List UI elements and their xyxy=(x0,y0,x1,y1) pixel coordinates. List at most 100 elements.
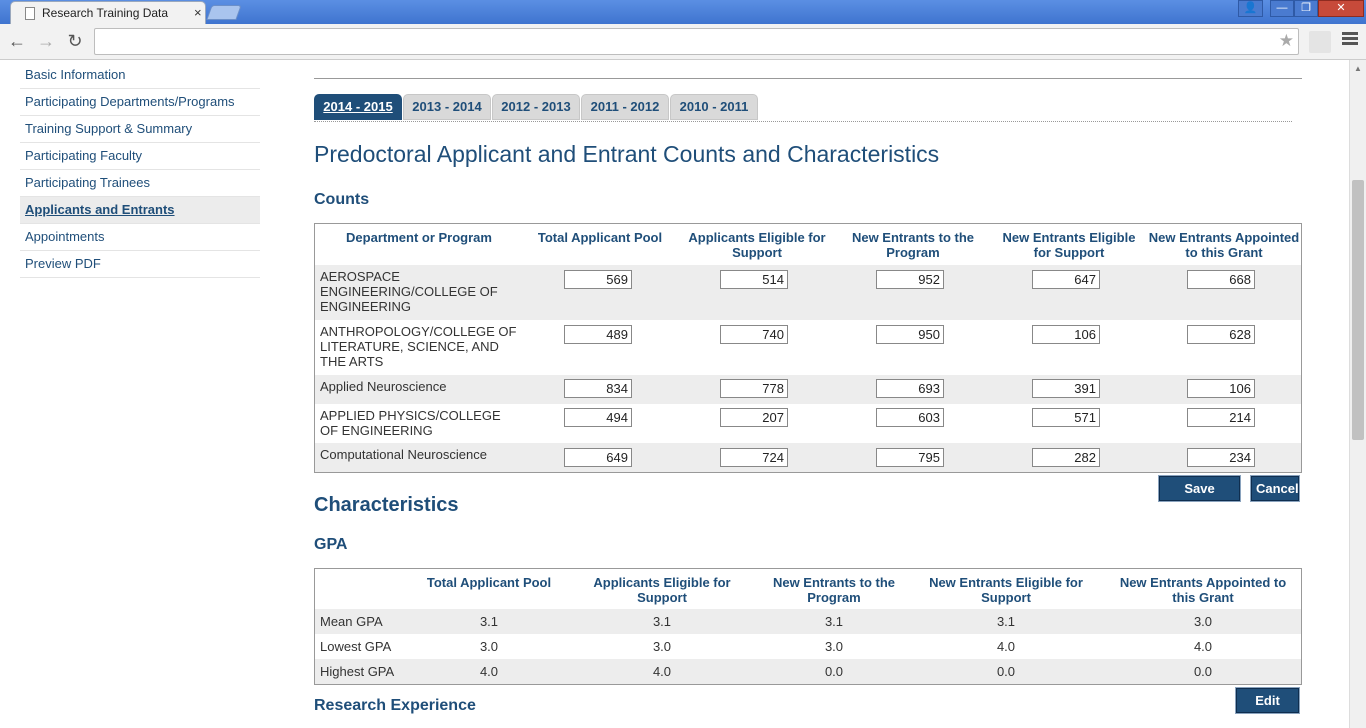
cancel-button[interactable]: Cancel xyxy=(1250,475,1300,502)
total-applicant-pool-input[interactable]: 489 xyxy=(564,325,632,344)
table-row: Lowest GPA 3.0 3.0 3.0 4.0 4.0 xyxy=(315,634,1301,659)
scrollbar-thumb[interactable] xyxy=(1352,180,1364,440)
sidebar-item-participating-trainees[interactable]: Participating Trainees xyxy=(20,170,260,197)
table-row: Computational Neuroscience 649 724 795 2… xyxy=(315,443,1301,472)
gpa-value: 3.0 xyxy=(1193,614,1213,629)
gpa-value: 4.0 xyxy=(479,664,499,679)
new-entrants-eligible-input[interactable]: 282 xyxy=(1032,448,1100,467)
minimize-button[interactable]: — xyxy=(1270,0,1294,17)
new-entrants-input[interactable]: 795 xyxy=(876,448,944,467)
column-header: Department or Program xyxy=(346,230,492,245)
extension-icon[interactable] xyxy=(1309,31,1331,53)
total-applicant-pool-input[interactable]: 569 xyxy=(564,270,632,289)
close-tab-icon[interactable]: × xyxy=(194,5,202,20)
applicants-eligible-input[interactable]: 778 xyxy=(720,379,788,398)
department-name: APPLIED PHYSICS/COLLEGE OF ENGINEERING xyxy=(320,408,501,438)
column-header: Applicants Eligible for Support xyxy=(688,230,826,260)
gpa-row-label: Highest GPA xyxy=(320,664,395,679)
gpa-heading: GPA xyxy=(314,536,348,553)
scroll-up-arrow-icon[interactable]: ▲ xyxy=(1354,64,1362,73)
page-title: Predoctoral Applicant and Entrant Counts… xyxy=(314,141,940,167)
gpa-value: 3.0 xyxy=(824,639,844,654)
close-window-button[interactable]: ✕ xyxy=(1318,0,1364,17)
new-entrants-eligible-input[interactable]: 106 xyxy=(1032,325,1100,344)
sidebar-item-participating-departments[interactable]: Participating Departments/Programs xyxy=(20,89,260,116)
table-row: AEROSPACE ENGINEERING/COLLEGE OF ENGINEE… xyxy=(315,265,1301,320)
new-entrants-eligible-input[interactable]: 647 xyxy=(1032,270,1100,289)
gpa-value: 0.0 xyxy=(996,664,1016,679)
gpa-row-label: Lowest GPA xyxy=(320,639,392,654)
tab-2012-2013[interactable]: 2012 - 2013 xyxy=(492,94,580,120)
column-header: New Entrants to the Program xyxy=(772,575,896,605)
total-applicant-pool-input[interactable]: 834 xyxy=(564,379,632,398)
column-header: New Entrants to the Program xyxy=(851,230,975,260)
sidebar-item-training-support[interactable]: Training Support & Summary xyxy=(20,116,260,143)
column-header: New Entrants Eligible for Support xyxy=(1002,230,1136,260)
gpa-value: 0.0 xyxy=(824,664,844,679)
sidebar-item-basic-information[interactable]: Basic Information xyxy=(20,62,260,89)
tab-2011-2012[interactable]: 2011 - 2012 xyxy=(581,94,669,120)
department-name: ANTHROPOLOGY/COLLEGE OF LITERATURE, SCIE… xyxy=(320,324,517,369)
research-experience-heading: Research Experience xyxy=(314,697,476,714)
forward-arrow-icon[interactable]: → xyxy=(37,31,55,51)
tab-2013-2014[interactable]: 2013 - 2014 xyxy=(403,94,491,120)
new-tab-button[interactable] xyxy=(206,5,242,20)
gpa-table: Total Applicant Pool Applicants Eligible… xyxy=(314,568,1302,685)
tab-2010-2011[interactable]: 2010 - 2011 xyxy=(670,94,758,120)
edit-gpa-button[interactable]: Edit GPA xyxy=(1235,687,1300,728)
gpa-value: 0.0 xyxy=(1193,664,1213,679)
new-entrants-input[interactable]: 603 xyxy=(876,408,944,427)
column-header: Total Applicant Pool xyxy=(426,575,552,590)
department-name: Computational Neuroscience xyxy=(320,447,487,462)
new-entrants-input[interactable]: 693 xyxy=(876,379,944,398)
table-row: Highest GPA 4.0 4.0 0.0 0.0 0.0 xyxy=(315,659,1301,684)
sidebar-item-appointments[interactable]: Appointments xyxy=(20,224,260,251)
new-entrants-appointed-input[interactable]: 234 xyxy=(1187,448,1255,467)
tab-2014-2015[interactable]: 2014 - 2015 xyxy=(314,94,402,120)
table-row: Applied Neuroscience 834 778 693 391 106 xyxy=(315,375,1301,404)
total-applicant-pool-input[interactable]: 494 xyxy=(564,408,632,427)
bookmark-star-icon[interactable]: ★ xyxy=(1278,31,1294,50)
column-header: New Entrants Eligible for Support xyxy=(929,575,1083,605)
applicants-eligible-input[interactable]: 207 xyxy=(720,408,788,427)
browser-titlebar: Research Training Data × 👤 — ❐ ✕ xyxy=(0,0,1366,25)
gpa-value: 3.0 xyxy=(652,639,672,654)
save-counts-button[interactable]: Save Counts xyxy=(1158,475,1241,519)
new-entrants-eligible-input[interactable]: 391 xyxy=(1032,379,1100,398)
gpa-value: 3.0 xyxy=(479,639,499,654)
sidebar-item-preview-pdf[interactable]: Preview PDF xyxy=(20,251,260,278)
sidebar-item-participating-faculty[interactable]: Participating Faculty xyxy=(20,143,260,170)
applicants-eligible-input[interactable]: 514 xyxy=(720,270,788,289)
gpa-value: 4.0 xyxy=(652,664,672,679)
sidebar-item-applicants-and-entrants[interactable]: Applicants and Entrants xyxy=(20,197,260,224)
new-entrants-eligible-input[interactable]: 571 xyxy=(1032,408,1100,427)
table-row: ANTHROPOLOGY/COLLEGE OF LITERATURE, SCIE… xyxy=(315,320,1301,375)
table-row: Mean GPA 3.1 3.1 3.1 3.1 3.0 xyxy=(315,609,1301,634)
counts-table: Department or Program Total Applicant Po… xyxy=(314,223,1302,473)
address-bar[interactable]: ★ xyxy=(94,28,1299,55)
total-applicant-pool-input[interactable]: 649 xyxy=(564,448,632,467)
maximize-button[interactable]: ❐ xyxy=(1294,0,1318,17)
new-entrants-input[interactable]: 950 xyxy=(876,325,944,344)
new-entrants-input[interactable]: 952 xyxy=(876,270,944,289)
applicants-eligible-input[interactable]: 740 xyxy=(720,325,788,344)
gpa-value: 3.1 xyxy=(996,614,1016,629)
page-scrollbar[interactable]: ▲ xyxy=(1349,60,1366,728)
new-entrants-appointed-input[interactable]: 668 xyxy=(1187,270,1255,289)
back-arrow-icon[interactable]: ← xyxy=(8,31,26,51)
gpa-value: 3.1 xyxy=(652,614,672,629)
sidebar-nav: Basic Information Participating Departme… xyxy=(20,62,260,278)
new-entrants-appointed-input[interactable]: 214 xyxy=(1187,408,1255,427)
browser-toolbar: ← → ↻ ★ xyxy=(0,24,1366,60)
new-entrants-appointed-input[interactable]: 628 xyxy=(1187,325,1255,344)
menu-hamburger-icon[interactable] xyxy=(1342,32,1358,46)
browser-tab-title: Research Training Data xyxy=(42,6,169,20)
user-icon[interactable]: 👤 xyxy=(1238,0,1263,17)
browser-tab[interactable]: Research Training Data × xyxy=(10,1,206,25)
reload-icon[interactable]: ↻ xyxy=(67,31,83,51)
applicants-eligible-input[interactable]: 724 xyxy=(720,448,788,467)
new-entrants-appointed-input[interactable]: 106 xyxy=(1187,379,1255,398)
column-header: New Entrants Appointed to this Grant xyxy=(1148,230,1300,260)
department-name: AEROSPACE ENGINEERING/COLLEGE OF ENGINEE… xyxy=(320,269,498,314)
table-row: APPLIED PHYSICS/COLLEGE OF ENGINEERING 4… xyxy=(315,404,1301,443)
